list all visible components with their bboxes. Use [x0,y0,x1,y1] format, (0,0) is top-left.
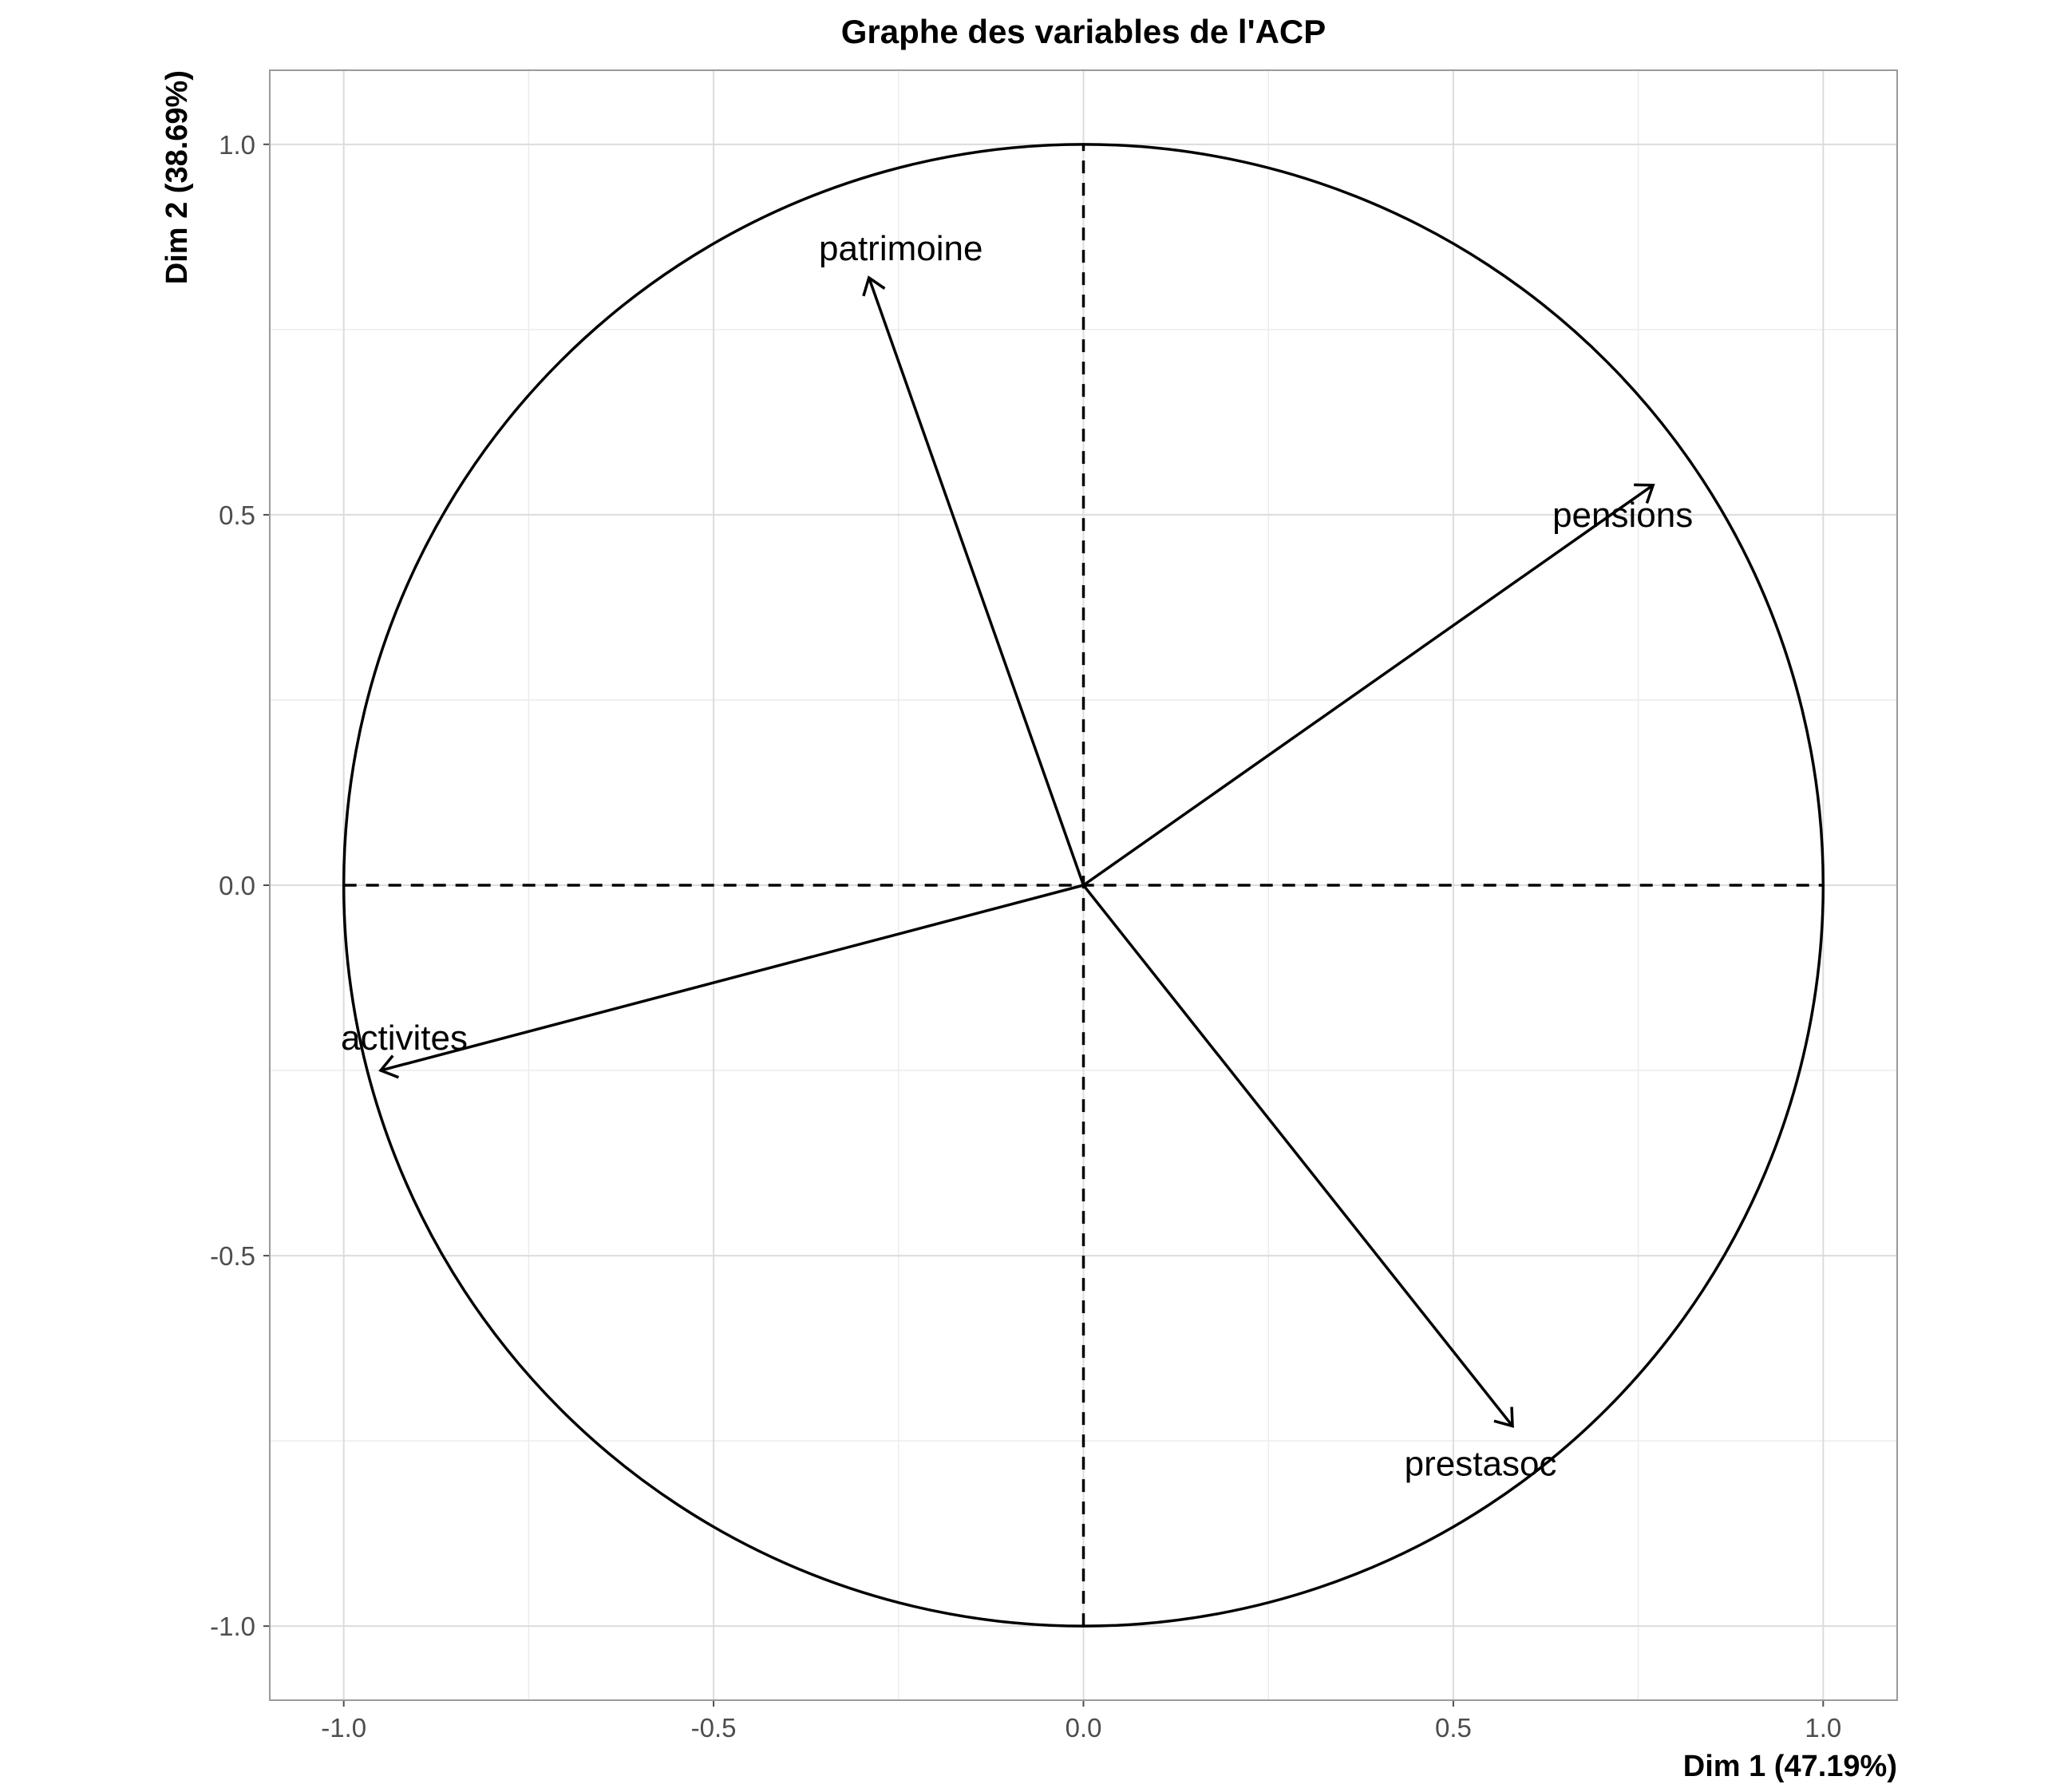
arrow-prestasoc [1082,884,1514,1428]
arrow-pensions [1082,483,1655,887]
variable-arrows [378,275,1655,1428]
y-tick-label: 0.5 [219,500,255,530]
arrow-head-pensions [1634,483,1655,504]
arrow-head-patrimoine [862,275,886,297]
arrow-shaft-prestasoc [1082,884,1514,1427]
x-tick-label: 0.0 [1066,1713,1102,1743]
y-tick-label: -0.5 [210,1241,255,1271]
y-tick-label: -1.0 [210,1612,255,1641]
x-axis-title: Dim 1 (47.19%) [1683,1750,1897,1783]
x-tick-label: 1.0 [1805,1713,1841,1743]
variable-label-activites: activites [341,1019,468,1058]
y-tick-label: 1.0 [219,130,255,160]
axis-ticks: -1.0 -0.5 0.0 0.5 1.0 -1.0 -0.5 0.0 0.5 1.0 [210,130,1841,1743]
arrow-shaft-pensions [1082,484,1655,887]
y-axis-title: Dim 2 (38.69%) [160,70,194,284]
x-tick-label: -0.5 [691,1713,737,1743]
arrow-shaft-activites [380,884,1084,1072]
chart-title: Graphe des variables de l'ACP [841,13,1326,50]
arrow-head-prestasoc [1493,1406,1514,1428]
y-tick-label: 0.0 [219,871,255,900]
variable-label-prestasoc: prestasoc [1405,1445,1557,1484]
plot-panel [269,69,1898,1701]
variable-labels: patrimoine pensions activites prestasoc [341,229,1693,1484]
arrow-patrimoine [862,275,1085,886]
variable-label-pensions: pensions [1552,496,1693,535]
x-tick-label: -1.0 [321,1713,366,1743]
arrow-activites [378,884,1084,1079]
variable-label-patrimoine: patrimoine [819,229,982,268]
arrow-head-activites [378,1054,400,1079]
x-tick-label: 0.5 [1435,1713,1472,1743]
arrow-shaft-patrimoine [868,277,1085,886]
